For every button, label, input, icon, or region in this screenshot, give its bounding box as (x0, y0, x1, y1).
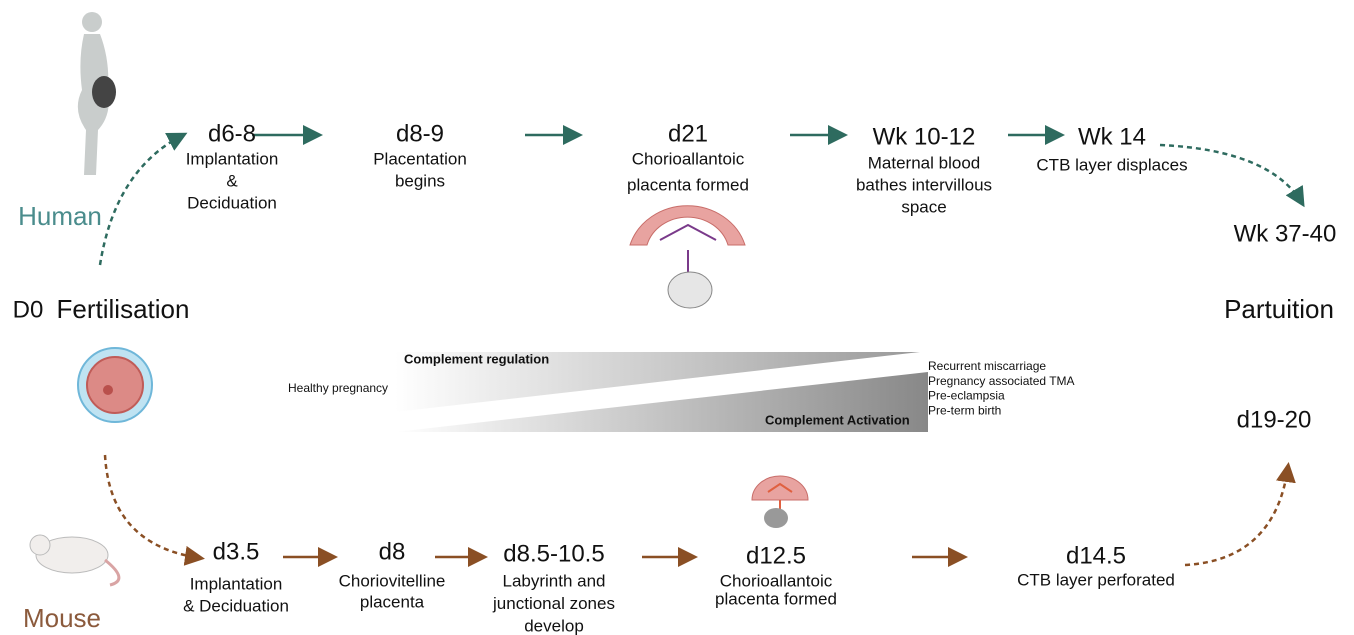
stage-description: & (226, 171, 238, 190)
stage-description: & Deciduation (183, 596, 289, 615)
stage-day: Wk 37-40 (1234, 220, 1337, 247)
start-label: Fertilisation (57, 294, 190, 324)
end-label: Partuition (1224, 294, 1334, 324)
woman-icon (78, 12, 116, 175)
stage-description: Implantation (190, 574, 283, 593)
stage-description: space (901, 197, 946, 216)
mouse-label: Mouse (23, 603, 101, 633)
stage-description: CTB layer displaces (1036, 155, 1187, 174)
stage-description: begins (395, 171, 445, 190)
stage-day: d6-8 (208, 120, 256, 147)
stage-description: Placentation (373, 149, 467, 168)
stage-description: junctional zones (492, 594, 615, 613)
stage-day: Wk 14 (1078, 123, 1146, 150)
mouse-icon (30, 535, 119, 585)
stage-day: d19-20 (1237, 406, 1312, 433)
stage-day: d21 (668, 120, 708, 147)
outcome: Pre-eclampsia (928, 389, 1005, 403)
stage-day: d8 (379, 538, 406, 565)
stage-day: Wk 10-12 (873, 123, 976, 150)
stage-description: develop (524, 616, 584, 635)
placenta-human-icon (630, 206, 745, 308)
egg-cell-icon (78, 348, 152, 422)
outcome: Recurrent miscarriage (928, 359, 1046, 373)
stage-description: placenta formed (627, 175, 749, 194)
human-label: Human (18, 201, 102, 231)
start-day: D0 (13, 296, 44, 323)
stage-day: d12.5 (746, 542, 806, 569)
stage-description: CTB layer perforated (1017, 570, 1175, 589)
stage-description: Maternal blood (868, 153, 980, 172)
stage-description: Chorioallantoic (720, 571, 833, 590)
stage-description: Deciduation (187, 193, 277, 212)
outcome: Pre-term birth (928, 403, 1001, 417)
placenta-mouse-icon (752, 476, 808, 528)
stage-day: d8.5-10.5 (503, 540, 604, 567)
diagram: Human Mouse D0 Fertilisation Partuition … (0, 0, 1354, 635)
activation-label: Complement Activation (765, 412, 910, 427)
stage-description: Choriovitelline (339, 571, 446, 590)
stage-day: d14.5 (1066, 542, 1126, 569)
stage-description: placenta (360, 592, 425, 611)
outcome: Pregnancy associated TMA (928, 374, 1075, 388)
regulation-label: Complement regulation (404, 351, 549, 366)
stage-description: bathes intervillous (856, 175, 992, 194)
stage-day: d8-9 (396, 120, 444, 147)
stage-day: d3.5 (213, 538, 260, 565)
stage-description: placenta formed (715, 589, 837, 608)
healthy-label: Healthy pregnancy (288, 381, 388, 395)
stage-description: Chorioallantoic (632, 149, 745, 168)
stage-description: Implantation (186, 149, 279, 168)
stage-description: Labyrinth and (502, 571, 605, 590)
